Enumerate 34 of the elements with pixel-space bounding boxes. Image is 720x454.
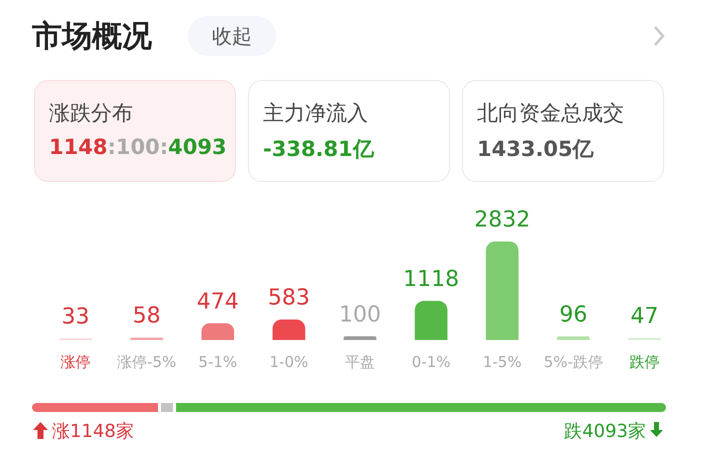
x-tick-label: 5-1% xyxy=(198,352,238,371)
text: 涨跌分布 xyxy=(49,100,134,127)
data-label: 58 xyxy=(132,304,161,329)
data-label: 474 xyxy=(196,289,239,314)
x-tick-label: 5%-跌停 xyxy=(544,352,603,371)
x-tick-label: 0-1% xyxy=(412,352,450,371)
bar xyxy=(201,323,234,340)
x-tick-label: 1-0% xyxy=(270,352,308,371)
data-label: 100 xyxy=(339,302,381,328)
data-label: 1118 xyxy=(403,266,460,292)
data-label: 33 xyxy=(62,304,90,330)
bar xyxy=(344,336,376,340)
x-tick-label: 涨停 xyxy=(60,352,91,371)
data-label: 2832 xyxy=(474,208,530,233)
text: 涨1148家 xyxy=(52,420,134,443)
text: 主力净流入 xyxy=(263,100,369,127)
x-tick-label: 1-5% xyxy=(482,352,522,371)
text: 跌4093家 xyxy=(564,420,646,443)
bar xyxy=(414,300,448,340)
data-label: 47 xyxy=(630,304,658,330)
text: 1433.05亿 xyxy=(477,137,594,161)
text: 北向资金总成交 xyxy=(477,100,625,127)
x-tick-label: 平盘 xyxy=(345,352,375,371)
bar xyxy=(486,241,519,340)
x-tick-label: 跌停 xyxy=(629,352,660,371)
data-label: 583 xyxy=(268,286,310,311)
text: 1148:100:4093 xyxy=(49,135,227,159)
bar xyxy=(272,319,306,340)
chart-title: 市场概况 xyxy=(32,18,152,56)
bar xyxy=(557,336,590,340)
text: 收起 xyxy=(188,16,276,56)
text: -338.81亿 xyxy=(263,137,374,161)
data-label: 96 xyxy=(559,302,588,328)
x-tick-label: 涨停-5% xyxy=(117,352,176,371)
